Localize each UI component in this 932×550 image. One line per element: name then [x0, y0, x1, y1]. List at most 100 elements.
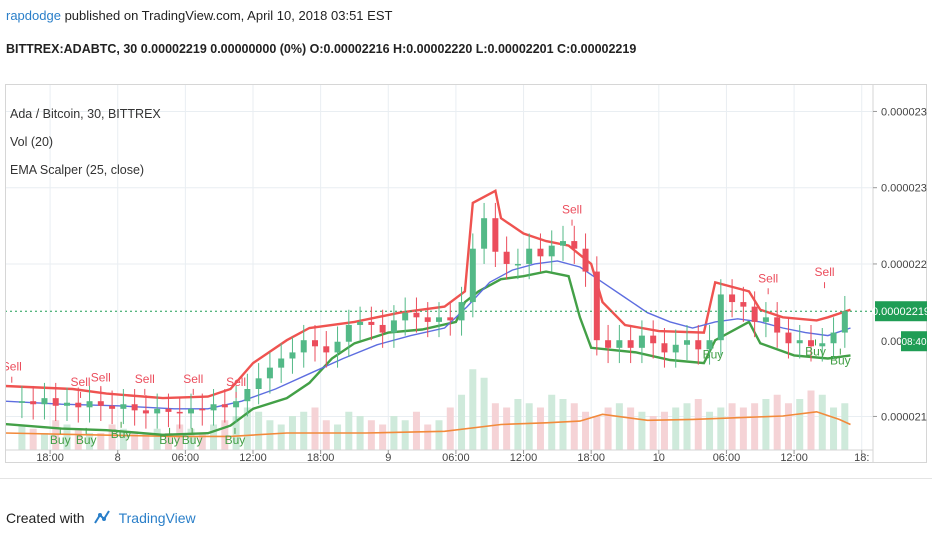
- volume-bar: [807, 390, 815, 450]
- candle-body: [605, 340, 612, 348]
- volume-bar: [525, 403, 533, 450]
- axes: 0.00002350 0.00002300 0.00002250 0.00002150…: [5, 84, 927, 463]
- volume-bar: [615, 403, 623, 450]
- chart-border: [5, 84, 927, 463]
- x-tick-label: 12:00: [239, 452, 267, 463]
- tradingview-brand[interactable]: TradingView: [118, 510, 196, 526]
- volume-bar: [277, 424, 285, 450]
- candle-body: [368, 321, 375, 325]
- volume-bar: [638, 411, 646, 450]
- candle-body: [684, 340, 690, 345]
- sell-signal-label: Sell: [135, 372, 155, 386]
- volume-bar: [367, 420, 375, 450]
- candle-body: [345, 324, 352, 342]
- candle-body: [796, 340, 803, 344]
- buy-signal-label: Buy: [182, 433, 203, 447]
- volume-bar: [751, 403, 759, 450]
- volume-bar: [153, 428, 161, 450]
- sell-signal-label: Sell: [71, 375, 91, 389]
- sell-signal-label: Sell: [815, 265, 835, 279]
- candle-body: [627, 340, 634, 348]
- volume-bar: [435, 420, 443, 450]
- sell-signal-label: Sell: [562, 203, 582, 217]
- candle-body: [514, 263, 521, 266]
- legend-volume[interactable]: Vol (20): [10, 135, 54, 149]
- x-tick-label: 18:00: [307, 452, 335, 463]
- created-with-text: Created with: [6, 510, 85, 526]
- countdown-box: [901, 331, 927, 352]
- volume-bars: [18, 369, 849, 450]
- buy-signal-label: Buy: [703, 348, 724, 362]
- sell-signal-label: Sell: [5, 360, 22, 374]
- buy-signal-label: Buy: [225, 433, 246, 447]
- volume-bar: [706, 411, 714, 450]
- volume-bar: [582, 411, 590, 450]
- candle-body: [86, 401, 93, 408]
- legend-title[interactable]: Ada / Bitcoin, 30, BITTREX: [10, 107, 161, 121]
- candle-body: [233, 401, 240, 408]
- volume-bar: [142, 433, 150, 450]
- volume-bar: [818, 394, 826, 450]
- candle-body: [571, 241, 578, 249]
- candle-body: [210, 404, 217, 411]
- volume-bar: [604, 407, 612, 450]
- candle-body: [120, 404, 127, 409]
- y-tick-label: 0.00002150: [881, 411, 927, 423]
- volume-bar: [379, 424, 387, 450]
- candle-body: [64, 402, 70, 406]
- buy-signal-label: Buy: [111, 427, 132, 441]
- x-tick-label: 06:00: [713, 452, 741, 463]
- x-tick-label: 18:: [854, 452, 869, 463]
- volume-bar: [40, 433, 48, 450]
- volume-bar: [29, 428, 37, 450]
- volume-bar: [18, 424, 26, 450]
- candle-body: [762, 317, 769, 322]
- volume-bar: [63, 424, 71, 450]
- symbol-change: 0.00002219 0.00000000 (0%): [137, 42, 310, 56]
- volume-bar: [796, 399, 804, 450]
- candle-body: [672, 344, 679, 353]
- candle-body: [560, 241, 566, 246]
- candle-body: [661, 343, 668, 353]
- volume-bar: [627, 407, 635, 450]
- buy-signal-label: Buy: [50, 433, 71, 447]
- volume-ma-line: [5, 410, 851, 438]
- volume-bar: [300, 411, 308, 450]
- volume-bar: [86, 433, 94, 450]
- price-tag-value: 0.00002219: [872, 306, 927, 318]
- volume-bar: [683, 403, 691, 450]
- volume-bar: [345, 411, 353, 450]
- candle-body: [97, 401, 104, 406]
- candle-body: [154, 408, 161, 414]
- candle-body: [785, 332, 792, 344]
- volume-bar: [570, 403, 578, 450]
- x-tick-label: 8: [115, 452, 121, 463]
- volume-bar: [424, 424, 432, 450]
- volume-bar: [660, 411, 668, 450]
- candle-body: [841, 311, 848, 333]
- volume-bar: [198, 433, 206, 450]
- author-link[interactable]: rapdodge: [6, 8, 61, 23]
- volume-bar: [119, 428, 127, 450]
- candle-body: [379, 324, 386, 333]
- volume-bar: [210, 424, 218, 450]
- candle-body: [300, 340, 307, 353]
- price-tag-box: [875, 301, 927, 322]
- x-tick-label: 18:00: [577, 452, 605, 463]
- candle-body: [221, 404, 228, 408]
- symbol-ticker: BITTREX:ADABTC, 30: [6, 42, 138, 56]
- volume-bar: [176, 424, 184, 450]
- candle-body: [266, 367, 273, 379]
- volume-bar: [255, 411, 263, 450]
- legend-ema-scalper[interactable]: EMA Scalper (25, close): [10, 163, 145, 177]
- candle-body: [593, 271, 600, 341]
- candle-body: [819, 343, 826, 347]
- volume-bar: [412, 411, 420, 450]
- volume-bar: [503, 407, 511, 450]
- candle-body: [503, 251, 510, 264]
- candle-body: [492, 218, 499, 252]
- candle-body: [131, 404, 138, 411]
- candle-body: [436, 317, 442, 322]
- candle-body: [278, 358, 285, 368]
